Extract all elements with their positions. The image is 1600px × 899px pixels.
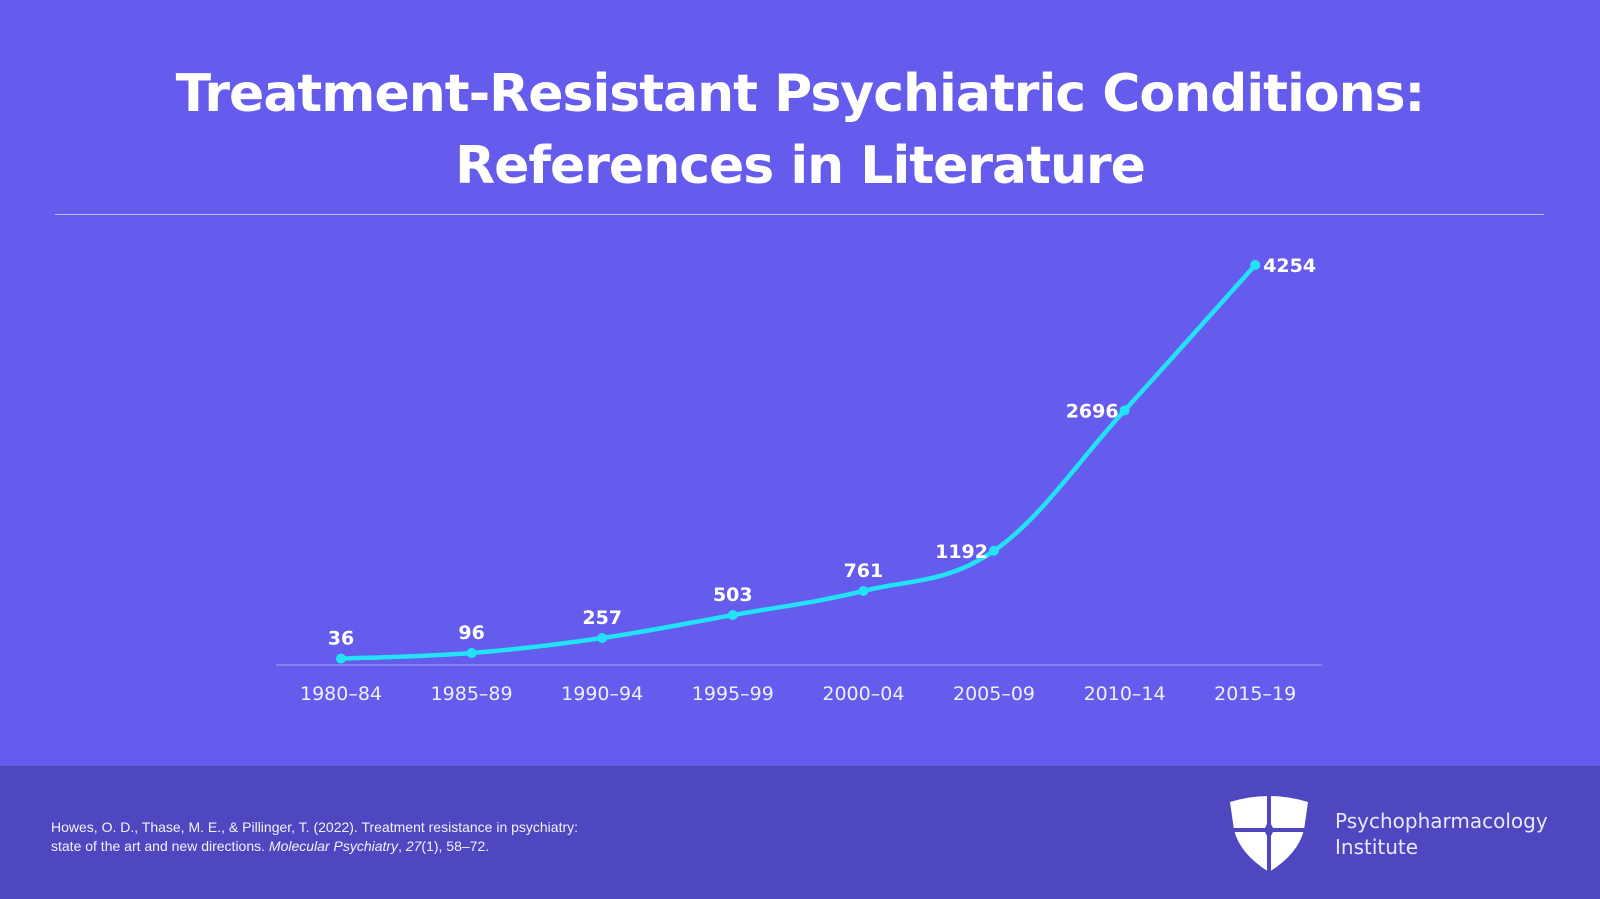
citation-separator: , [398, 838, 406, 854]
data-label: 2696 [1066, 400, 1119, 422]
citation-pages: (1), 58–72. [421, 838, 490, 854]
data-label: 4254 [1263, 255, 1316, 277]
x-axis-ticks: 1980–84 1985–89 1990–94 1995–99 2000–04 2005–… [300, 683, 1296, 705]
citation: Howes, O. D., Thase, M. E., & Pillinger,… [51, 818, 578, 856]
x-tick-label: 2010–14 [1084, 683, 1166, 705]
data-point [1119, 405, 1130, 416]
citation-line-1: Howes, O. D., Thase, M. E., & Pillinger,… [51, 819, 579, 835]
x-tick-label: 2015–19 [1214, 683, 1296, 705]
data-label: 96 [458, 622, 484, 644]
x-tick-label: 1995–99 [692, 683, 774, 705]
citation-text: state of the art and new directions. [51, 838, 269, 854]
data-point [466, 648, 477, 659]
data-point [1250, 260, 1261, 270]
brand-line-2: Institute [1335, 835, 1419, 859]
data-label: 36 [328, 628, 354, 650]
x-tick-label: 2000–04 [822, 683, 904, 705]
data-label: 257 [582, 607, 622, 629]
data-label: 503 [713, 584, 753, 606]
data-label: 761 [844, 560, 884, 582]
data-point [597, 633, 608, 644]
data-point [727, 610, 738, 621]
shield-cross-icon [1230, 796, 1308, 872]
data-points [336, 260, 1261, 664]
line-chart: 36 96 257 503 761 1192 2696 4254 1980–84 1985–89… [276, 255, 1322, 705]
x-tick-label: 2005–09 [953, 683, 1035, 705]
data-point [336, 653, 346, 664]
series-line [338, 262, 1258, 661]
brand-line-1: Psychopharmacology [1335, 809, 1548, 833]
brand-name: Psychopharmacology Institute [1335, 808, 1548, 860]
data-label: 1192 [935, 541, 988, 563]
data-point [989, 545, 999, 556]
title-divider [55, 214, 1544, 215]
citation-line-2: state of the art and new directions. Mol… [51, 837, 578, 856]
citation-volume: 27 [405, 838, 422, 854]
page-title: Treatment-Resistant Psychiatric Conditio… [0, 58, 1600, 202]
x-tick-label: 1990–94 [561, 683, 643, 705]
footer: Howes, O. D., Thase, M. E., & Pillinger,… [0, 766, 1600, 899]
x-tick-label: 1980–84 [300, 683, 382, 705]
x-tick-label: 1985–89 [431, 683, 513, 705]
title-line-2: References in Literature [455, 136, 1146, 196]
data-labels: 36 96 257 503 761 1192 2696 4254 [328, 255, 1316, 650]
title-line-1: Treatment-Resistant Psychiatric Conditio… [175, 64, 1426, 124]
data-point [858, 585, 869, 596]
citation-journal: Molecular Psychiatry [268, 838, 399, 854]
